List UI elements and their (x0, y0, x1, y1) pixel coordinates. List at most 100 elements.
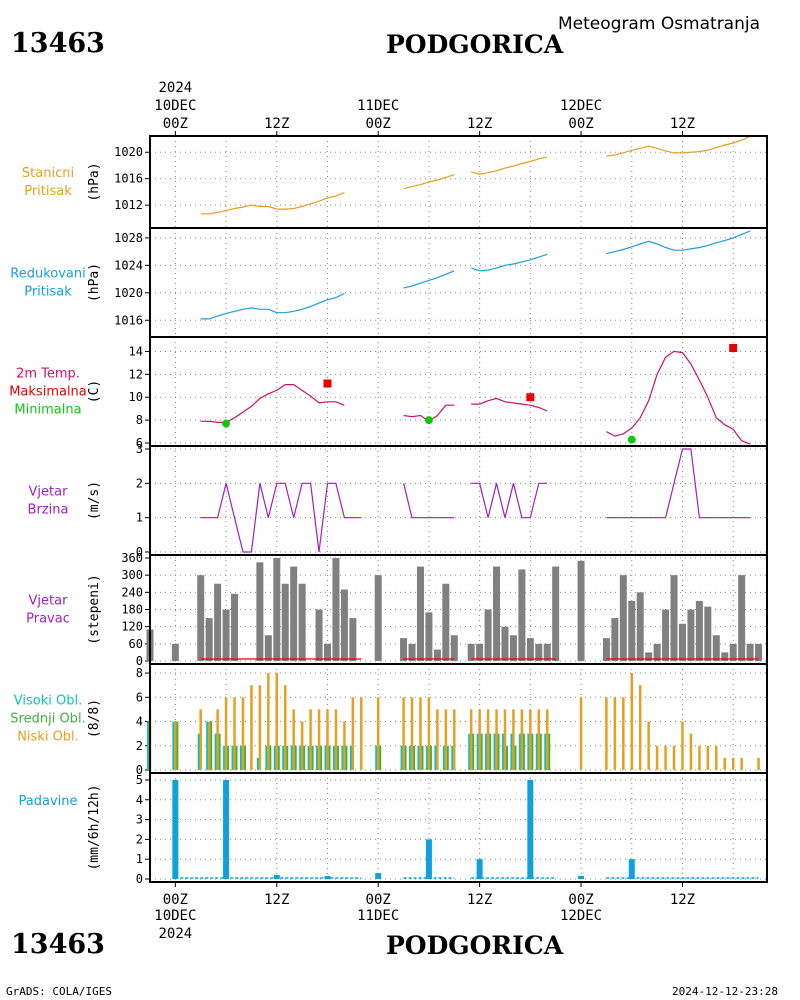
cloud-bar-high (214, 733, 218, 770)
y-tick-label: 10 (129, 390, 143, 404)
cloud-bar-mid (242, 745, 246, 770)
precip-bar (476, 859, 483, 879)
cloud-bar-high (409, 745, 413, 770)
wind-dir-bar (171, 643, 179, 661)
cloud-bar-mid (319, 745, 323, 770)
min-temp-marker (424, 416, 433, 425)
panel-frame (149, 445, 768, 556)
time-label-bottom: 00Z (366, 892, 391, 908)
y-tick-label: 8 (136, 666, 143, 680)
cloud-bar-low (655, 745, 659, 770)
cloud-bar-high (451, 745, 455, 770)
wind-dir-bar (543, 643, 551, 661)
cloud-bar-mid (344, 745, 348, 770)
cloud-bar-mid (234, 745, 238, 770)
wind-dir-bar (526, 638, 534, 661)
cloud-bar-high (290, 745, 294, 770)
panel-label: Pritisak (24, 285, 72, 300)
y-tick-label: 5 (136, 773, 143, 787)
wind-dir-bar (231, 593, 239, 661)
cloud-bar-high (485, 733, 489, 770)
panel-label: Visoki Obl. (14, 694, 82, 709)
cloud-bar-low (706, 745, 710, 770)
cloud-bar-low (207, 721, 211, 770)
panel-frame (149, 135, 768, 229)
cloud-bar-mid (530, 733, 534, 770)
cloud-bar-high (468, 733, 472, 770)
wind-dir-bar (738, 575, 746, 661)
wind-dir-bar (467, 643, 475, 661)
cloud-bar-high (425, 745, 429, 770)
cloud-bar-high (316, 745, 320, 770)
cloud-bar-low (233, 697, 236, 770)
cloud-bar-high (332, 745, 336, 770)
wind-dir-bar (273, 558, 281, 661)
panel-frame (149, 227, 768, 338)
day-label-top: 12DEC (560, 98, 602, 114)
wind-dir-bar (332, 558, 340, 661)
time-label-top: 00Z (366, 116, 391, 132)
day-label-bottom: 10DEC (154, 908, 196, 924)
series-line (606, 350, 751, 445)
series-line (471, 156, 548, 175)
cloud-bar-high (501, 733, 505, 770)
y-tick-label: 1016 (114, 172, 143, 186)
cloud-bar-mid (175, 721, 179, 770)
cloud-bar-low (605, 697, 608, 770)
panel-label: Vjetar (29, 594, 69, 609)
y-tick-label: 2 (136, 476, 143, 490)
wind-dir-bar (687, 609, 695, 661)
cloud-bar-mid (445, 745, 449, 770)
day-label-top: 11DEC (357, 98, 399, 114)
wind-dir-bar (746, 643, 754, 661)
precip-bar (628, 859, 635, 879)
wind-dir-bar (442, 583, 450, 661)
cloud-bar-mid (479, 733, 483, 770)
y-tick-label: 1016 (114, 313, 143, 327)
wind-dir-bar (315, 609, 323, 661)
series-line (606, 448, 751, 519)
panel-frame (149, 772, 768, 883)
cloud-bar-mid (547, 733, 551, 770)
time-label-bottom: 12Z (670, 892, 695, 908)
wind-dir-bar (653, 643, 661, 661)
cloud-bar-low (630, 673, 634, 770)
max-temp-marker (323, 379, 332, 388)
cloud-bar-high (223, 745, 227, 770)
precip-bar (375, 873, 382, 879)
y-tick-label: 4 (136, 715, 143, 729)
cloud-bar-low (250, 685, 253, 770)
cloud-bar-mid (217, 733, 221, 770)
y-tick-label: 6 (136, 690, 143, 704)
wind-dir-bar (416, 566, 424, 661)
cloud-bar-low (360, 697, 363, 770)
cloud-bar-high (324, 745, 328, 770)
panel-label: Pritisak (24, 184, 72, 199)
cloud-bar-mid (496, 733, 500, 770)
wind-dir-bar (408, 643, 416, 661)
series-line (403, 483, 455, 519)
cloud-bar-low (495, 709, 498, 770)
series-line (200, 192, 345, 215)
y-tick-label: 1012 (114, 198, 143, 212)
station-name-top: PODGORICA (386, 30, 564, 59)
wind-dir-bar (628, 600, 636, 661)
station-id-top: 13463 (11, 28, 105, 59)
min-temp-marker (222, 419, 231, 428)
wind-dir-bar (476, 643, 484, 661)
y-tick-label: 1 (136, 852, 143, 866)
cloud-bar-high (197, 733, 201, 770)
series-line (471, 253, 548, 272)
y-tick-label: 4 (136, 793, 143, 807)
cloud-bar-mid (310, 745, 314, 770)
series-line (606, 230, 751, 255)
cloud-bar-low (292, 709, 295, 770)
precip-bar (324, 876, 331, 879)
cloud-bar-high (265, 745, 269, 770)
y-tick-label: 1024 (114, 258, 143, 272)
cloud-bar-low (241, 697, 245, 770)
wind-dir-bar (518, 569, 526, 661)
meteogram-subtitle: Meteogram Osmatranja (558, 14, 761, 34)
cloud-bar-low (402, 697, 405, 770)
cloud-bar-high (400, 745, 404, 770)
